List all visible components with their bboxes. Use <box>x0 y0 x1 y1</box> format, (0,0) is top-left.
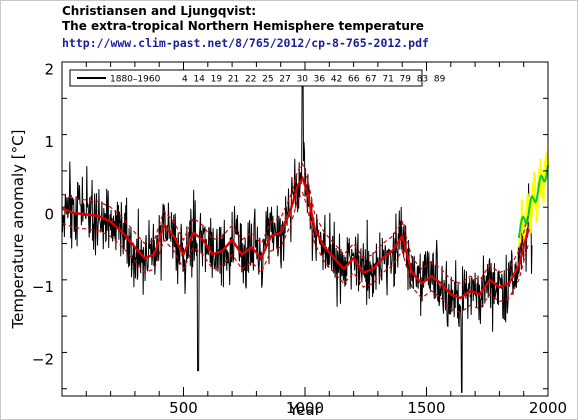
raw-temperature-series <box>61 79 533 393</box>
y-tick-label: 2 <box>44 60 54 78</box>
plot-area-border <box>61 61 549 397</box>
uncertainty-lower-bound <box>61 191 530 314</box>
x-tick-label: 1000 <box>286 399 324 417</box>
y-tick-label: 0 <box>44 205 54 223</box>
x-tick-label: 500 <box>169 399 198 417</box>
y-tick-label: 1 <box>44 133 54 151</box>
x-tick-label: 2000 <box>529 399 567 417</box>
smoothed-temperature-series <box>61 175 530 300</box>
y-tick-label: −1 <box>32 278 54 296</box>
chart-header-authors: Christiansen and Ljungqvist: <box>62 4 257 18</box>
chart-header-title: The extra-tropical Northern Hemisphere t… <box>62 19 424 33</box>
chart-header-link[interactable]: http://www.clim-past.net/8/765/2012/cp-8… <box>62 36 429 50</box>
uncertainty-upper-bound <box>61 162 530 285</box>
instrumental-smooth-series <box>517 164 549 239</box>
instrumental-series <box>517 151 549 248</box>
legend-numbers: 4 14 19 21 22 25 27 30 36 42 66 67 71 79… <box>182 75 446 85</box>
legend-box <box>69 69 423 87</box>
legend-label: 1880–1960 <box>110 75 161 85</box>
x-axis-label: Year <box>288 401 322 419</box>
legend: 1880–1960 4 14 19 21 22 25 27 30 36 42 6… <box>69 69 446 87</box>
y-axis-label: Temperature anomaly [°C] <box>9 130 27 330</box>
x-tick-label: 1500 <box>407 399 445 417</box>
y-tick-label: −2 <box>32 351 54 369</box>
